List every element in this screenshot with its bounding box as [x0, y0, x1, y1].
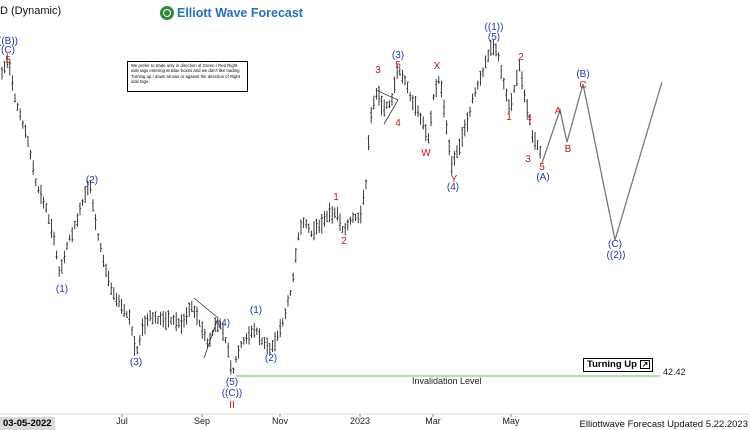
wave-label-blue: (2) — [265, 353, 277, 364]
wave-label-red: Y — [451, 174, 458, 185]
wave-label-blue: (1) — [250, 305, 262, 316]
wave-labels-blue: ((B))(C)(1)(2)(3)(4)(5)((C))(1)(2)(3)(4)… — [0, 22, 625, 399]
wave-label-red: X — [434, 61, 441, 72]
wave-label-blue: (3) — [130, 357, 142, 368]
invalidation-value: 42.42 — [663, 367, 686, 377]
wave-label-blue: ((B)) — [0, 36, 18, 47]
wave-label-blue: (C) — [1, 45, 15, 56]
turning-up-label: Turning Up — [587, 359, 637, 370]
chart-title: D (Dynamic) — [0, 5, 62, 17]
wave-label-blue: (A) — [536, 172, 549, 183]
x-tick-label: 2023 — [350, 416, 370, 426]
x-axis-ticks: Jul Sep Nov 2023 Mar May — [116, 414, 520, 426]
wedge-pattern-left — [193, 297, 219, 359]
wave-label-blue: ((2)) — [607, 250, 626, 261]
wave-label-red: A — [555, 106, 562, 117]
wave-label-red: 1 — [506, 112, 512, 123]
wave-label-red: 5 — [5, 55, 11, 66]
wave-label-red: 5 — [395, 60, 401, 71]
wave-label-blue: ((C)) — [222, 388, 243, 399]
wave-label-red: 3 — [525, 154, 531, 165]
wave-label-blue: (5) — [488, 32, 500, 43]
invalidation-label: Invalidation Level — [412, 376, 482, 386]
wave-label-blue: (4) — [447, 182, 459, 193]
x-tick-label: Mar — [425, 416, 441, 426]
wave-label-red: 2 — [518, 52, 524, 63]
wave-label-red: 5 — [539, 162, 545, 173]
wave-label-red: 4 — [526, 113, 532, 124]
wave-label-red: 3 — [375, 65, 381, 76]
current-date: 03-05-2022 — [0, 417, 55, 430]
wave-label-red: B — [565, 144, 572, 155]
arrow-up-right-icon: ↗ — [640, 360, 650, 369]
x-tick-label: Sep — [194, 416, 210, 426]
projection-path — [541, 81, 663, 241]
wave-label-red: W — [421, 148, 431, 159]
brand-logo: Elliott Wave Forecast — [160, 4, 303, 22]
wave-label-blue: (B) — [576, 69, 589, 80]
wave-label-red: C — [579, 80, 586, 91]
turning-up-badge: Turning Up ↗ — [583, 358, 653, 372]
trading-note: We prefer to trade only in direction of … — [127, 61, 248, 92]
brand-name: Elliott Wave Forecast — [177, 6, 303, 20]
wedge-pattern-right — [375, 89, 399, 125]
wave-label-red: 4 — [395, 118, 401, 129]
wave-label-red: II — [229, 400, 235, 411]
x-tick-label: Jul — [116, 416, 128, 426]
ohlc-bars — [0, 39, 542, 375]
wave-label-blue: ((1)) — [485, 22, 504, 33]
wave-label-blue: (C) — [608, 239, 622, 250]
wave-label-blue: (4) — [218, 318, 230, 329]
footer-updated: Elliottwave Forecast Updated 5.22.2023 — [577, 419, 750, 430]
wave-label-red: 1 — [333, 192, 339, 203]
x-tick-label: May — [502, 416, 520, 426]
wave-label-blue: (1) — [56, 284, 68, 295]
wave-label-red: 2 — [341, 236, 347, 247]
wave-label-blue: (2) — [86, 175, 98, 186]
wave-label-blue: (5) — [226, 377, 238, 388]
logo-icon — [160, 6, 174, 20]
x-tick-label: Nov — [272, 416, 289, 426]
wave-label-blue: (3) — [392, 50, 404, 61]
